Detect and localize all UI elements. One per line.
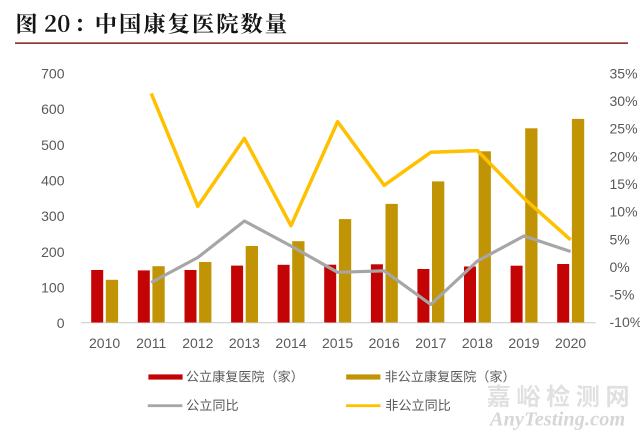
svg-text:25%: 25% bbox=[610, 121, 638, 137]
svg-text:2018: 2018 bbox=[462, 335, 493, 351]
svg-text:600: 600 bbox=[41, 101, 65, 117]
svg-text:300: 300 bbox=[41, 208, 65, 224]
svg-text:15%: 15% bbox=[610, 176, 638, 192]
svg-text:2015: 2015 bbox=[322, 335, 353, 351]
svg-text:2014: 2014 bbox=[275, 335, 306, 351]
svg-text:5%: 5% bbox=[610, 231, 630, 247]
svg-text:2019: 2019 bbox=[508, 335, 539, 351]
svg-text:100: 100 bbox=[41, 280, 65, 296]
svg-text:2016: 2016 bbox=[369, 335, 400, 351]
svg-text:-10%: -10% bbox=[610, 314, 640, 330]
svg-text:0%: 0% bbox=[610, 259, 630, 275]
svg-text:400: 400 bbox=[41, 173, 65, 189]
svg-text:30%: 30% bbox=[610, 93, 638, 109]
svg-text:-5%: -5% bbox=[610, 287, 635, 303]
svg-text:2013: 2013 bbox=[229, 335, 260, 351]
svg-text:35%: 35% bbox=[610, 65, 638, 81]
svg-text:AnyTesting.com: AnyTesting.com bbox=[488, 409, 625, 431]
svg-text:20%: 20% bbox=[610, 148, 638, 164]
svg-text:10%: 10% bbox=[610, 204, 638, 220]
svg-text:700: 700 bbox=[41, 65, 65, 81]
svg-text:2017: 2017 bbox=[415, 335, 446, 351]
svg-text:2011: 2011 bbox=[136, 335, 166, 351]
svg-text:200: 200 bbox=[41, 244, 65, 260]
svg-text:2010: 2010 bbox=[89, 335, 120, 351]
svg-text:2012: 2012 bbox=[182, 335, 213, 351]
svg-text:500: 500 bbox=[41, 137, 65, 153]
svg-text:2020: 2020 bbox=[555, 335, 586, 351]
svg-text:0: 0 bbox=[57, 315, 65, 331]
